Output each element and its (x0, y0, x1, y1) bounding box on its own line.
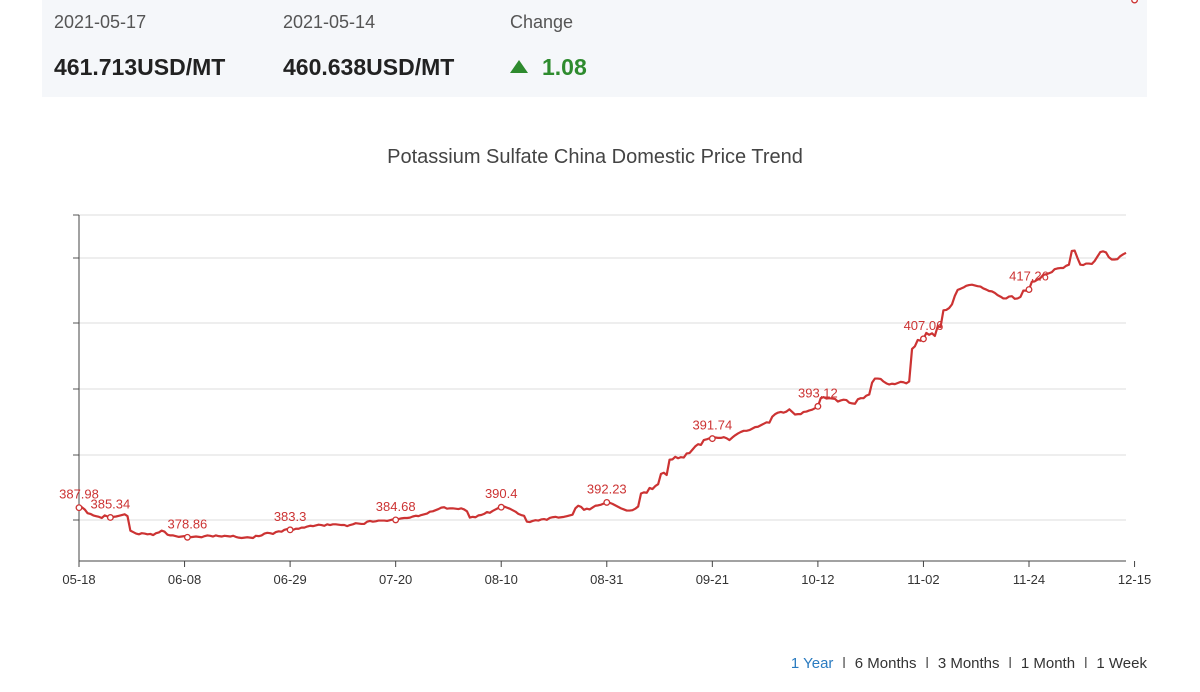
arrow-up-icon (510, 60, 528, 73)
current-date: 2021-05-17 (54, 12, 147, 32)
previous-date: 2021-05-14 (283, 12, 376, 32)
time-range-selector: 1 Year l 6 Months l 3 Months l 1 Month l 1 Week (791, 655, 1147, 672)
range-separator: l (925, 655, 929, 672)
range-option-6-months[interactable]: 6 Months (854, 655, 917, 672)
data-label-9: 407.06 (904, 318, 944, 333)
range-option-1-week[interactable]: 1 Week (1096, 655, 1147, 672)
data-point-8 (814, 402, 822, 410)
data-point-1 (106, 514, 114, 521)
data-label-1: 385.34 (90, 496, 130, 511)
data-label-5: 390.4 (485, 486, 518, 501)
data-point-10 (1025, 286, 1033, 293)
data-point-0 (75, 504, 83, 512)
x-tick-label-9: 11-24 (1013, 572, 1045, 587)
data-point-9 (919, 335, 927, 343)
data-point-5 (497, 503, 505, 511)
price-trend-chart: 05-18 06-08 06-29 07-20 08-10 08-31 09-21 10-12… (59, 0, 1155, 587)
x-tick-label-8: 11-02 (907, 572, 939, 587)
chart-title: Potassium Sulfate China Domestic Price T… (387, 146, 803, 168)
range-separator: l (1084, 655, 1088, 672)
change-label: Change (510, 12, 574, 32)
data-point-2 (183, 533, 191, 541)
x-tick-label-10: 12-15 (1118, 572, 1151, 587)
data-label-2: 378.86 (168, 516, 208, 531)
data-point-7 (708, 435, 716, 443)
range-separator: l (1008, 655, 1012, 672)
data-label-11: 421.68 (1115, 0, 1155, 3)
range-option-1-year[interactable]: 1 Year (790, 655, 834, 672)
data-point-6 (603, 498, 611, 506)
data-label-4: 384.68 (376, 499, 416, 514)
data-point-4 (392, 516, 400, 524)
x-tick-label-3: 07-20 (379, 572, 412, 587)
price-summary-panel: 2021-05-17 461.713USD/MT 2021-05-14 460.… (42, 0, 1147, 97)
x-tick-label-7: 10-12 (801, 572, 834, 587)
data-point-3 (286, 526, 294, 534)
range-option-1-month[interactable]: 1 Month (1020, 655, 1076, 672)
data-point-11 (1131, 0, 1139, 4)
range-option-3-months[interactable]: 3 Months (937, 655, 1000, 672)
previous-price: 460.638USD/MT (283, 54, 455, 80)
data-label-3: 383.3 (274, 509, 307, 524)
x-tick-label-1: 06-08 (168, 572, 201, 587)
x-tick-label-0: 05-18 (62, 572, 95, 587)
x-tick-label-5: 08-31 (590, 572, 623, 587)
current-price: 461.713USD/MT (54, 54, 226, 80)
data-label-7: 391.74 (692, 418, 732, 433)
range-separator: l (842, 655, 846, 672)
change-value: 1.08 (542, 54, 587, 80)
data-label-8: 393.12 (798, 385, 838, 400)
data-label-6: 392.23 (587, 481, 627, 496)
x-tick-label-2: 06-29 (273, 572, 306, 587)
x-tick-label-4: 08-10 (485, 572, 518, 587)
data-label-10: 417.26 (1009, 269, 1049, 284)
data-label-0: 387.98 (59, 487, 99, 502)
x-tick-label-6: 09-21 (696, 572, 729, 587)
series-line (78, 249, 1127, 540)
